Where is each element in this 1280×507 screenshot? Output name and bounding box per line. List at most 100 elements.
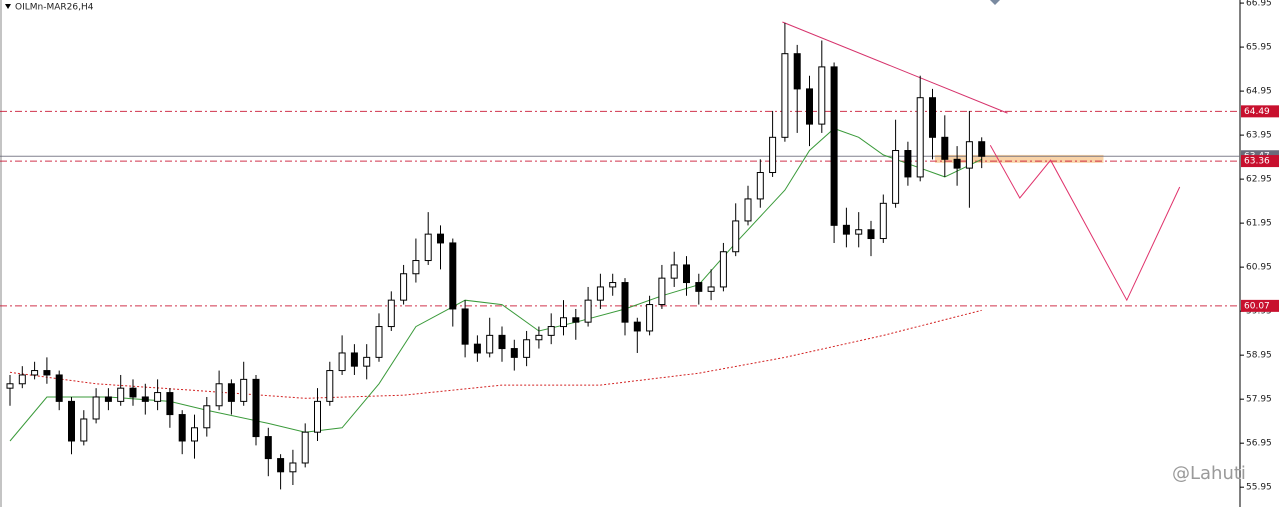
candle-body xyxy=(18,374,26,385)
candle-body xyxy=(904,150,912,178)
line xyxy=(9,127,982,442)
candle-body xyxy=(473,343,481,354)
level-label: 63.36 xyxy=(1244,157,1270,167)
symbol-marker xyxy=(5,4,11,9)
candle-body xyxy=(756,172,764,200)
candle-body xyxy=(781,53,789,138)
level-label: 64.49 xyxy=(1244,107,1270,117)
candle-body xyxy=(227,383,235,402)
candle-body xyxy=(978,141,986,157)
candle-body xyxy=(547,326,555,336)
candle-body xyxy=(929,97,936,138)
candle-body xyxy=(806,88,813,125)
candle-body xyxy=(412,260,420,275)
candle-body xyxy=(314,400,321,433)
candle-body xyxy=(670,264,678,279)
candle-body xyxy=(141,396,149,402)
candle-body xyxy=(338,352,346,372)
candle-body xyxy=(695,282,703,292)
candle-body xyxy=(535,334,543,341)
candle-body xyxy=(104,396,112,402)
y-tick-label: 62.95 xyxy=(1246,175,1272,185)
level-label-box xyxy=(1241,155,1279,168)
candle-body xyxy=(842,224,850,235)
candle-body xyxy=(596,286,604,301)
candle-body xyxy=(510,348,518,358)
y-tick-label: 55.95 xyxy=(1246,483,1272,493)
candle-body xyxy=(215,383,223,407)
candle-body xyxy=(707,286,715,292)
candle-body xyxy=(633,321,641,332)
candle-body xyxy=(953,158,961,169)
candle-body xyxy=(6,383,14,389)
candle-body xyxy=(769,136,777,174)
candle-body xyxy=(498,334,506,350)
line xyxy=(9,309,982,399)
candle-body xyxy=(867,229,875,240)
candle-body xyxy=(252,378,260,438)
candle-body xyxy=(830,66,838,226)
candle-body xyxy=(683,264,690,284)
candle-body xyxy=(621,282,629,323)
candle-body xyxy=(129,387,137,398)
level-label: 60.07 xyxy=(1244,301,1270,311)
shift-marker xyxy=(990,0,1000,5)
candle-body xyxy=(92,396,100,420)
candle-body xyxy=(965,141,973,169)
candle-body xyxy=(744,198,752,222)
candle-body xyxy=(240,378,248,402)
y-tick-label: 66.95 xyxy=(1246,0,1272,9)
candle-body xyxy=(523,339,531,358)
candle-body xyxy=(289,462,297,473)
candle-body xyxy=(916,97,924,178)
y-tick-label: 63.95 xyxy=(1246,131,1272,141)
line xyxy=(989,144,1181,302)
candle-body xyxy=(449,242,457,310)
watermark: @Lahuti xyxy=(1172,463,1246,484)
candle-body xyxy=(486,334,494,354)
candle-body xyxy=(203,405,211,429)
y-tick-label: 56.95 xyxy=(1246,439,1272,449)
candle-body xyxy=(793,53,801,90)
candle-body xyxy=(43,370,51,376)
candle-body xyxy=(154,392,162,402)
candle-body xyxy=(941,136,949,160)
candle-body xyxy=(609,282,617,288)
candle-body xyxy=(350,352,358,367)
candle-body xyxy=(68,400,75,442)
y-tick-label: 61.95 xyxy=(1246,219,1272,229)
y-tick-label: 65.95 xyxy=(1246,43,1272,53)
candle-body xyxy=(117,387,125,402)
candle-body xyxy=(31,370,39,376)
candle-body xyxy=(326,370,334,402)
candle-body xyxy=(719,251,727,288)
chart-title: OILMn-MAR26,H4 xyxy=(15,3,94,13)
y-tick-label: 64.95 xyxy=(1246,87,1272,97)
candle-body xyxy=(892,150,900,204)
candle-body xyxy=(732,220,740,253)
candle-body xyxy=(363,356,371,367)
candle-body xyxy=(658,277,666,306)
zone xyxy=(934,154,1104,163)
candle-body xyxy=(584,299,592,323)
candle-body xyxy=(461,308,469,345)
candle-body xyxy=(55,374,63,402)
candle-body xyxy=(191,427,198,442)
y-tick-label: 57.95 xyxy=(1246,395,1272,405)
candle-body xyxy=(818,66,826,125)
line xyxy=(782,21,1008,114)
y-tick-label: 60.95 xyxy=(1246,263,1272,273)
candle-body xyxy=(400,273,408,301)
candle-body xyxy=(387,299,395,328)
y-tick-label: 58.95 xyxy=(1246,351,1272,361)
level-label-box xyxy=(1241,299,1279,312)
candle-body xyxy=(437,233,444,244)
candle-body xyxy=(855,229,863,235)
candle-body xyxy=(646,304,654,332)
candle-body xyxy=(264,436,272,460)
candle-body xyxy=(572,317,580,323)
candle-body xyxy=(560,317,567,328)
candle-body xyxy=(879,202,887,240)
